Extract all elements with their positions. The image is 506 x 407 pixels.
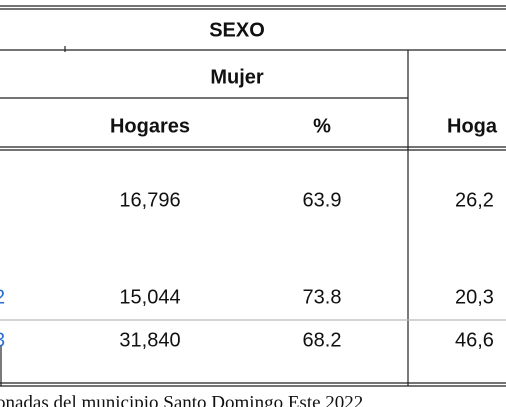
cell: 46,6: [455, 329, 494, 351]
cell: 63.9: [303, 189, 342, 211]
cell: 31,840: [119, 329, 180, 351]
cell: 16,796: [119, 189, 180, 211]
caption: onadas del municipio Santo Domingo Este …: [0, 392, 363, 407]
cell: 26,2: [455, 189, 494, 211]
cell: 68.2: [303, 329, 342, 351]
header-title: SEXO: [209, 19, 265, 41]
header-group: Mujer: [210, 66, 264, 88]
cell: 20,3: [455, 286, 494, 308]
row-label: 3: [0, 329, 5, 351]
cell: 15,044: [119, 286, 180, 308]
column-header: %: [313, 115, 331, 137]
column-header: Hoga: [447, 115, 498, 137]
cell: 73.8: [303, 286, 342, 308]
column-header: Hogares: [110, 115, 190, 137]
row-label: 2: [0, 286, 5, 308]
